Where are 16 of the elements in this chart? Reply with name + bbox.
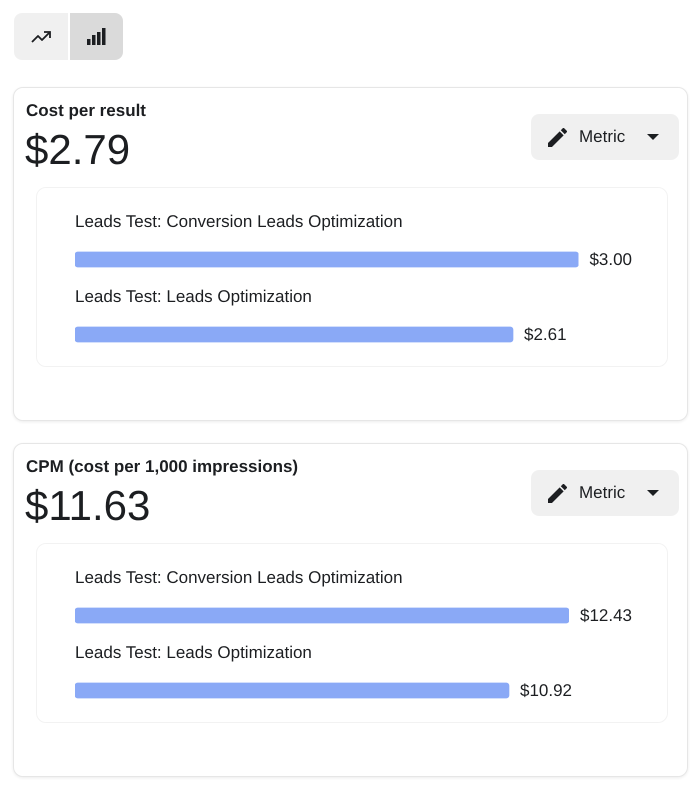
y-tick-label: Leads Test: Leads Optimization — [75, 287, 312, 306]
data-label: $12.43 — [580, 606, 632, 626]
metric-dropdown-button[interactable]: Metric — [531, 470, 679, 516]
data-label: $2.61 — [524, 325, 567, 344]
data-label: $10.92 — [520, 681, 572, 700]
chart-title: CPM (cost per 1,000 impressions) — [26, 457, 298, 477]
chart-subtitle: $2.79 — [25, 126, 130, 174]
metric-dropdown-button[interactable]: Metric — [531, 114, 679, 160]
data-label: $3.00 — [589, 250, 632, 270]
chart-title: Cost per result — [26, 101, 146, 121]
line-chart-button[interactable] — [14, 13, 68, 60]
chart-subtitle: $11.63 — [25, 482, 150, 530]
bar-chart-button[interactable] — [70, 13, 123, 60]
y-tick-label: Leads Test: Leads Optimization — [75, 643, 312, 662]
y-tick-label: Leads Test: Conversion Leads Optimization — [75, 568, 403, 588]
y-tick-label: Leads Test: Conversion Leads Optimization — [75, 212, 403, 232]
